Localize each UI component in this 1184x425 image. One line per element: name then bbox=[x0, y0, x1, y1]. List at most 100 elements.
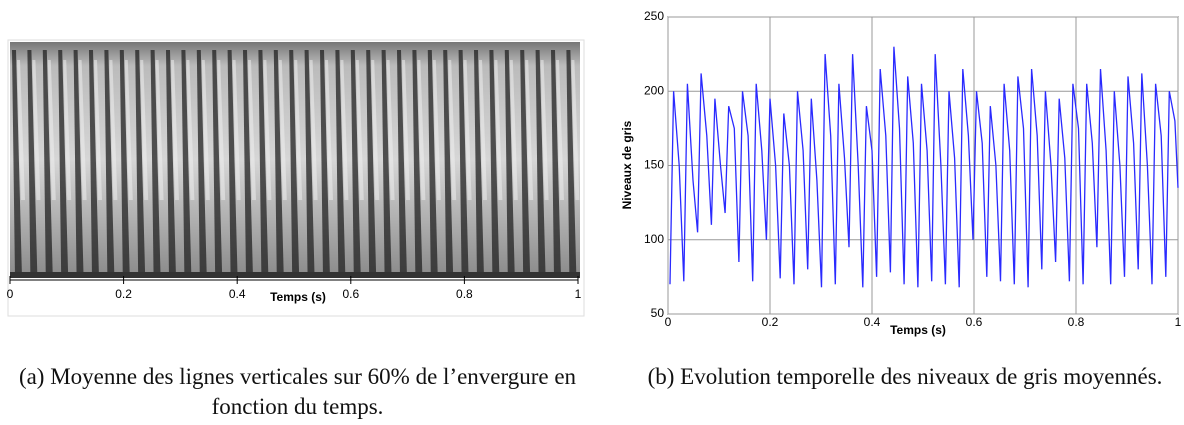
image-stripe bbox=[320, 50, 330, 278]
image-stripe bbox=[32, 60, 41, 200]
image-stripe bbox=[494, 60, 503, 200]
image-stripe bbox=[63, 60, 72, 200]
image-stripe bbox=[504, 50, 515, 278]
image-stripe bbox=[150, 50, 161, 278]
image-stripe bbox=[443, 50, 454, 278]
image-stripe bbox=[166, 50, 176, 278]
image-stripe bbox=[535, 50, 546, 278]
image-stripe bbox=[289, 50, 300, 278]
x-tick-label: 1 bbox=[575, 287, 582, 301]
image-stripe bbox=[325, 60, 333, 200]
image-stripe bbox=[458, 50, 469, 278]
image-stripe bbox=[335, 50, 346, 278]
x-tick-label: 0.2 bbox=[115, 287, 132, 301]
x-tick-label: 0 bbox=[7, 287, 14, 301]
image-stripe bbox=[155, 60, 164, 200]
caption: (a) Moyenne des lignes verticales sur 60… bbox=[18, 364, 577, 419]
image-stripe bbox=[109, 60, 118, 200]
image-stripe bbox=[243, 50, 253, 278]
image-stripe bbox=[489, 50, 500, 278]
image-stripe bbox=[278, 60, 287, 200]
line-series bbox=[669, 46, 1179, 288]
image-stripe bbox=[366, 50, 377, 278]
image-stripe bbox=[571, 60, 580, 200]
image-stripe bbox=[94, 60, 102, 200]
image-stripe bbox=[217, 60, 226, 200]
image-stripe bbox=[227, 50, 238, 278]
image-stripe bbox=[248, 60, 256, 200]
image-stripe bbox=[294, 60, 303, 200]
image-stripe bbox=[350, 50, 361, 278]
image-stripe bbox=[140, 60, 149, 200]
caption: (b) Evolution temporelle des niveaux de … bbox=[647, 364, 1163, 389]
image-stripe bbox=[448, 60, 457, 200]
spatiotemporal-image bbox=[10, 42, 580, 278]
x-tick-label: 0.8 bbox=[456, 287, 473, 301]
image-stripe bbox=[89, 50, 99, 278]
image-stripe bbox=[119, 50, 130, 278]
image-stripe bbox=[417, 60, 426, 200]
image-stripe bbox=[427, 50, 438, 278]
image-stripe bbox=[196, 50, 207, 278]
x-tick-label: 0.6 bbox=[966, 315, 983, 329]
image-stripe bbox=[104, 50, 115, 278]
image-stripe bbox=[540, 60, 549, 200]
image-stripe bbox=[402, 60, 410, 200]
x-tick-label: 0.2 bbox=[762, 315, 779, 329]
image-stripe bbox=[17, 60, 25, 200]
y-tick-label: 200 bbox=[644, 83, 664, 97]
image-stripe bbox=[78, 60, 87, 200]
image-stripe bbox=[27, 50, 38, 278]
image-stripe bbox=[212, 50, 223, 278]
image-stripe bbox=[304, 50, 315, 278]
image-stripe bbox=[520, 50, 531, 278]
image-stripe bbox=[186, 60, 195, 200]
image-stripe bbox=[551, 50, 561, 278]
figure: Temps (s) Temps (s) Niveaux de gris 0 0.2… bbox=[7, 9, 1182, 337]
image-stripe bbox=[73, 50, 84, 278]
image-stripe bbox=[566, 50, 577, 278]
image-stripe bbox=[181, 50, 192, 278]
image-stripe bbox=[273, 50, 284, 278]
image-stripe bbox=[371, 60, 380, 200]
y-tick-label: 150 bbox=[644, 158, 664, 172]
image-stripe bbox=[42, 50, 53, 278]
y-tick-label: 50 bbox=[651, 306, 665, 320]
image-stripe bbox=[58, 50, 69, 278]
x-axis-label: Temps (s) bbox=[270, 290, 326, 304]
image-stripe bbox=[397, 50, 407, 278]
image-stripe bbox=[474, 50, 484, 278]
panel-frame bbox=[7, 39, 585, 317]
image-stripe bbox=[232, 60, 241, 200]
x-tick-label: 0 bbox=[665, 315, 672, 329]
image-stripe bbox=[386, 60, 395, 200]
x-tick-label: 0.8 bbox=[1068, 315, 1085, 329]
image-stripe bbox=[509, 60, 518, 200]
image-stripe bbox=[263, 60, 272, 200]
y-axis-label: Niveaux de gris bbox=[620, 120, 634, 209]
x-tick-label: 0.4 bbox=[864, 315, 881, 329]
image-band bbox=[10, 272, 580, 278]
image-stripe bbox=[135, 50, 146, 278]
image-stripe bbox=[12, 50, 22, 278]
y-tick-label: 100 bbox=[644, 232, 664, 246]
image-stripe bbox=[556, 60, 564, 200]
x-tick-label: 0.6 bbox=[342, 287, 359, 301]
image-stripe bbox=[479, 60, 487, 200]
image-stripe bbox=[171, 60, 179, 200]
x-tick-label: 0.4 bbox=[229, 287, 246, 301]
x-tick-label: 1 bbox=[1175, 315, 1182, 329]
image-stripe bbox=[201, 60, 210, 200]
image-stripe bbox=[412, 50, 423, 278]
image-stripe bbox=[47, 60, 56, 200]
image-stripe bbox=[381, 50, 392, 278]
y-tick-label: 250 bbox=[644, 9, 664, 23]
image-stripe bbox=[258, 50, 269, 278]
image-stripe bbox=[340, 60, 349, 200]
image-stripe bbox=[124, 60, 133, 200]
image-stripe bbox=[463, 60, 472, 200]
image-stripe bbox=[309, 60, 318, 200]
image-stripe bbox=[525, 60, 534, 200]
x-axis-label: Temps (s) bbox=[890, 323, 946, 337]
